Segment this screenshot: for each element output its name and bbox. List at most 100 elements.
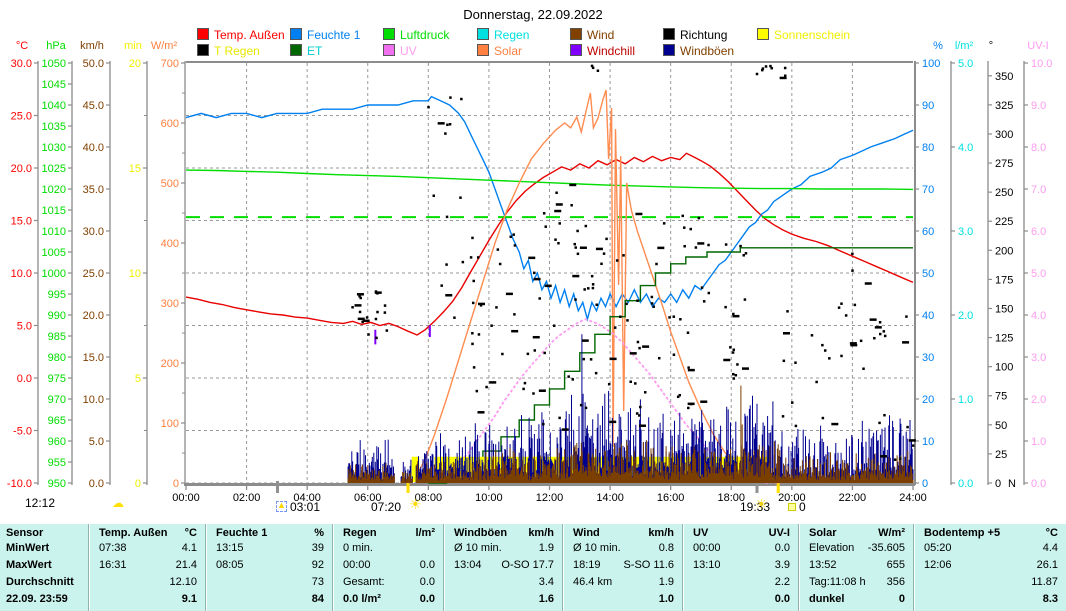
svg-text:06:00: 06:00 (354, 492, 382, 504)
cell-value: 2.2 (774, 576, 790, 588)
cell-value: 1.0 (658, 593, 674, 605)
cell-value: 4.1 (181, 542, 197, 554)
svg-text:40.0: 40.0 (83, 142, 104, 154)
svg-text:5.0: 5.0 (958, 58, 973, 70)
axis-uvi: 10.0 9.0 8.0 7.0 6.0 5.0 4.0 3.0 2.0 1.0 0.0 UV-I (1023, 40, 1052, 490)
table-cell-row-3: 46.4 km 1.9 (563, 574, 682, 591)
cell-value: 26.1 (1036, 559, 1058, 571)
legend-item-temp-au-en: Temp. Außen (197, 28, 285, 41)
svg-text:1035: 1035 (42, 121, 66, 133)
table-cell-row-2: 13:10 3.9 (683, 557, 798, 574)
cell-value: 0.0 (419, 576, 435, 588)
svg-text:0: 0 (995, 478, 1001, 490)
table-row-labels: Sensor MinWert MaxWert Durchschnitt 22.09. 2… (0, 524, 88, 611)
legend-item-windchill: Windchill (570, 44, 635, 57)
axis-unit-pct: % (933, 40, 943, 52)
cell-time: Tag:11:08 h (809, 576, 866, 588)
table-cell-row-3: 3.4 (444, 574, 562, 591)
svg-text:225: 225 (995, 216, 1013, 228)
cell-time: 13:52 (809, 559, 837, 571)
legend-swatch (290, 44, 302, 56)
svg-text:2.0: 2.0 (958, 310, 973, 322)
table-cell-row-2: 18:19 S-SO 11.6 (563, 557, 682, 574)
grid-lines (186, 63, 913, 484)
svg-text:965: 965 (48, 415, 66, 427)
sensor-unit: l/m² (415, 527, 435, 539)
svg-text:3.0: 3.0 (1031, 352, 1046, 364)
svg-text:14:00: 14:00 (596, 492, 624, 504)
table-column-solar: Solar W/m² Elevation -35.605 13:52 655 Tag:11:… (798, 524, 913, 611)
table-cell-row-1: 0 min. (333, 540, 443, 557)
column-header: Bodentemp +5 °C (914, 524, 1066, 540)
svg-text:15: 15 (129, 163, 141, 175)
svg-text:30: 30 (922, 352, 934, 364)
column-header: Regen l/m² (333, 524, 443, 540)
svg-text:0.0: 0.0 (17, 373, 32, 385)
svg-text:5.0: 5.0 (17, 321, 32, 333)
cell-time: Ø 10 min. (573, 542, 621, 554)
svg-text:20.0: 20.0 (11, 163, 32, 175)
cell-value: 0.0 (419, 593, 435, 605)
sensor-name: Solar (809, 527, 837, 539)
svg-text:125: 125 (995, 333, 1013, 345)
svg-text:1010: 1010 (42, 226, 66, 238)
svg-text:18:00: 18:00 (717, 492, 745, 504)
svg-text:20:00: 20:00 (778, 492, 806, 504)
series-uv (439, 318, 771, 484)
legend-item-feuchte-1: Feuchte 1 (290, 28, 360, 41)
legend-swatch (477, 28, 489, 40)
table-cell-row-2: 08:05 92 (206, 557, 332, 574)
svg-text:250: 250 (995, 187, 1013, 199)
legend-swatch (477, 44, 489, 56)
column-header: Windböen km/h (444, 524, 562, 540)
cell-time: 08:05 (216, 559, 244, 571)
cell-time: 16:31 (99, 559, 127, 571)
table-cell-row-1: Ø 10 min. 1.9 (444, 540, 562, 557)
cell-value: 1.6 (538, 593, 554, 605)
svg-text:1015: 1015 (42, 205, 66, 217)
svg-text:1030: 1030 (42, 142, 66, 154)
axis-unit-min: min (124, 40, 142, 52)
sensor-name: Feuchte 1 (216, 527, 268, 539)
legend-label: Regen (494, 28, 530, 42)
svg-text:5.0: 5.0 (1031, 268, 1046, 280)
sun-cloud-icon: ☁ (112, 496, 124, 510)
table-cell-row-4: 1.0 (563, 591, 682, 608)
svg-text:150: 150 (995, 303, 1013, 315)
svg-text:975: 975 (48, 373, 66, 385)
row-label-3: Durchschnitt (6, 576, 74, 588)
sensor-name: Windböen (454, 527, 508, 539)
svg-text:30.0: 30.0 (11, 58, 32, 70)
series-wind (347, 385, 914, 483)
svg-text:1.0: 1.0 (958, 394, 973, 406)
svg-text:1.0: 1.0 (1031, 436, 1046, 448)
legend-item-uv: UV (383, 44, 417, 57)
svg-text:995: 995 (48, 289, 66, 301)
moonrise-icon: ▲ (276, 500, 287, 512)
svg-text:985: 985 (48, 331, 66, 343)
column-header: UV UV-I (683, 524, 798, 540)
svg-text:00:00: 00:00 (172, 492, 200, 504)
svg-text:970: 970 (48, 394, 66, 406)
table-cell-row-3: 11.87 (914, 574, 1066, 591)
svg-text:24:00: 24:00 (899, 492, 927, 504)
legend-item-windb-en: Windböen (663, 44, 734, 57)
row-label-0: Sensor (6, 527, 44, 539)
svg-text:-10.0: -10.0 (7, 478, 32, 490)
svg-text:80: 80 (922, 142, 934, 154)
cell-time: Gesamt: (343, 576, 385, 588)
svg-text:0.0: 0.0 (1031, 478, 1046, 490)
legend-swatch (570, 44, 582, 56)
legend-item-et: ET (290, 44, 322, 57)
svg-text:500: 500 (161, 178, 179, 190)
cell-time: 00:00 (343, 559, 371, 571)
table-column-temp-au-en: Temp. Außen °C 07:38 4.1 16:31 21.4 12.10 9.1 (88, 524, 205, 611)
legend-swatch (757, 28, 769, 40)
cell-time: 05:20 (924, 542, 952, 554)
column-header: Wind km/h (563, 524, 682, 540)
axis-unit-kmh: km/h (80, 40, 104, 52)
table-column-bodentemp-5: Bodentemp +5 °C 05:20 4.4 12:06 26.1 11.87 8.3 (913, 524, 1066, 611)
svg-text:200: 200 (161, 358, 179, 370)
